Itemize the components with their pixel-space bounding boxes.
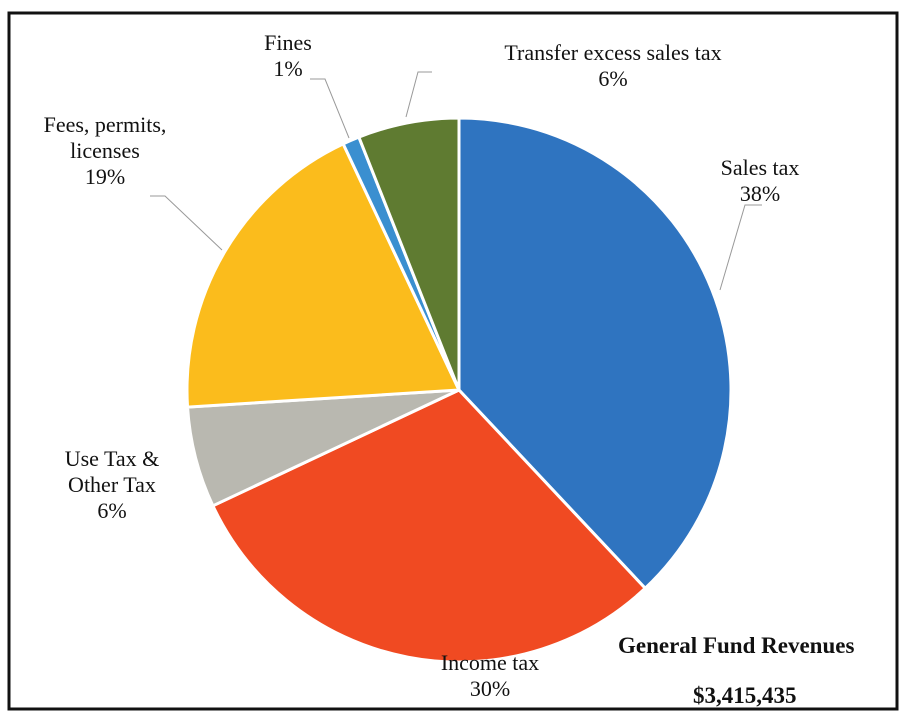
value-label: 19% <box>84 164 126 189</box>
value-label: 38% <box>739 181 781 206</box>
pie-slice <box>185 141 462 409</box>
value-label: 1% <box>273 56 303 81</box>
frame <box>7 11 899 711</box>
leader-line <box>405 71 432 118</box>
category-label: Income tax <box>440 650 540 675</box>
chart-title: General Fund Revenues <box>618 633 855 658</box>
value-label: 6% <box>598 66 628 91</box>
slice-label: Transfer excess sales tax 6% <box>504 40 721 92</box>
category-label: Sales tax <box>720 155 800 180</box>
pie-slice <box>457 116 733 591</box>
value-label: 30% <box>469 676 511 701</box>
value-label: 6% <box>97 498 127 523</box>
slice-label: Sales tax 38% <box>721 155 800 207</box>
leader-line <box>150 195 223 251</box>
pie-slice <box>356 116 461 391</box>
pie-slice <box>210 388 648 664</box>
category-label: Fees, permits, licenses <box>43 112 167 163</box>
category-label: Transfer excess sales tax <box>504 40 722 65</box>
leader-line <box>719 204 762 291</box>
category-label: Fines <box>264 30 312 55</box>
leader-line <box>310 78 350 139</box>
chart-subtitle: $3,415,435 <box>693 683 797 708</box>
category-label: Use Tax & Other Tax <box>64 446 160 497</box>
slice-label: Fines 1% <box>264 30 312 82</box>
slice-label: Use Tax & Other Tax 6% <box>65 446 160 524</box>
leader-lines <box>150 71 762 291</box>
slice-label: Fees, permits, licenses 19% <box>44 112 167 190</box>
slice-label: Income tax 30% <box>441 650 539 702</box>
